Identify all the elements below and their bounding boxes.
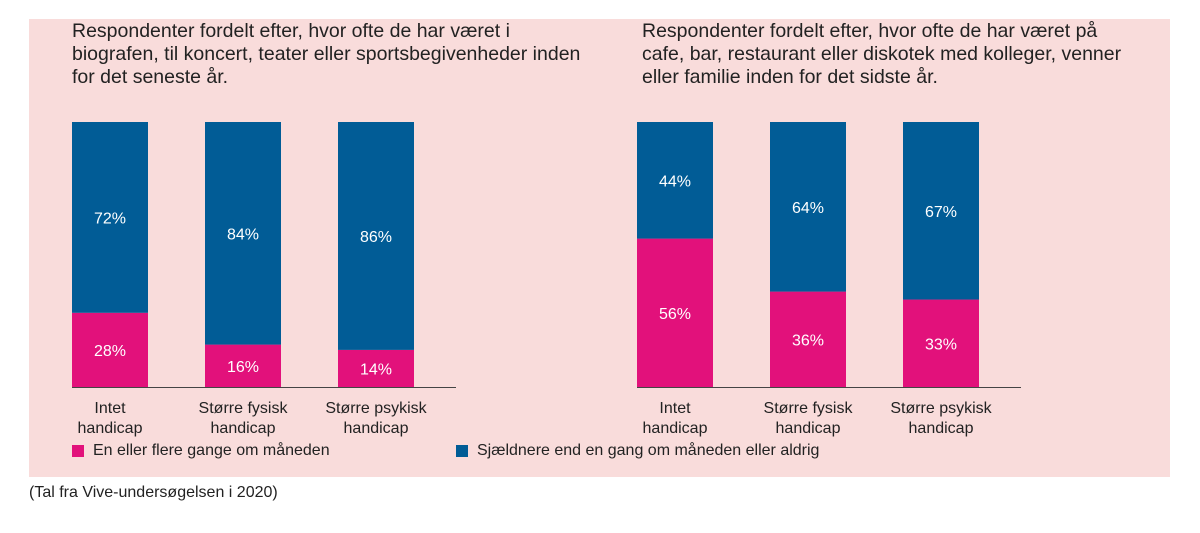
bar-segment-frequent — [637, 238, 713, 387]
category-label: handicap — [909, 420, 974, 437]
bar-segment-frequent — [903, 299, 979, 387]
bar-segment-frequent — [338, 349, 414, 387]
bar-segment-rare — [338, 122, 414, 350]
category-label: handicap — [643, 420, 708, 437]
category-label: handicap — [776, 420, 841, 437]
legend-label-rare: Sjældnere end en gang om måneden eller a… — [477, 442, 820, 459]
category-label: handicap — [211, 420, 276, 437]
data-label-frequent: 33% — [925, 336, 957, 353]
bar-segment-frequent — [72, 312, 148, 387]
bar-segment-frequent — [205, 344, 281, 387]
legend-item-frequent: En eller flere gange om måneden — [72, 442, 330, 460]
bar-segment-rare — [903, 122, 979, 300]
legend-label-frequent: En eller flere gange om måneden — [93, 442, 330, 459]
data-label-rare: 44% — [659, 173, 691, 190]
chart-title-left: Respondenter fordelt efter, hvor ofte de… — [72, 20, 581, 88]
footnote: (Tal fra Vive-undersøgelsen i 2020) — [29, 484, 278, 501]
category-label: Intet — [94, 400, 126, 417]
legend-swatch-frequent — [72, 445, 84, 457]
category-label: Større fysisk — [199, 400, 289, 417]
category-label: handicap — [78, 420, 143, 437]
data-label-frequent: 14% — [360, 361, 392, 378]
category-label: Intet — [659, 400, 691, 417]
data-label-rare: 64% — [792, 200, 824, 217]
category-label: handicap — [344, 420, 409, 437]
category-label: Større psykisk — [325, 400, 427, 417]
legend-item-rare: Sjældnere end en gang om måneden eller a… — [456, 442, 819, 460]
data-label-frequent: 56% — [659, 306, 691, 323]
bar-segment-frequent — [770, 291, 846, 387]
data-label-frequent: 36% — [792, 332, 824, 349]
bar-segment-rare — [205, 122, 281, 345]
bar-segment-rare — [637, 122, 713, 239]
bar-segment-rare — [72, 122, 148, 313]
data-label-frequent: 16% — [227, 359, 259, 376]
bar-segment-rare — [770, 122, 846, 292]
category-label: Større psykisk — [890, 400, 992, 417]
data-label-rare: 86% — [360, 229, 392, 246]
data-label-rare: 72% — [94, 210, 126, 227]
data-label-rare: 67% — [925, 204, 957, 221]
category-label: Større fysisk — [764, 400, 854, 417]
legend-swatch-rare — [456, 445, 468, 457]
data-label-rare: 84% — [227, 226, 259, 243]
data-label-frequent: 28% — [94, 343, 126, 360]
chart-title-right: Respondenter fordelt efter, hvor ofte de… — [642, 20, 1122, 88]
